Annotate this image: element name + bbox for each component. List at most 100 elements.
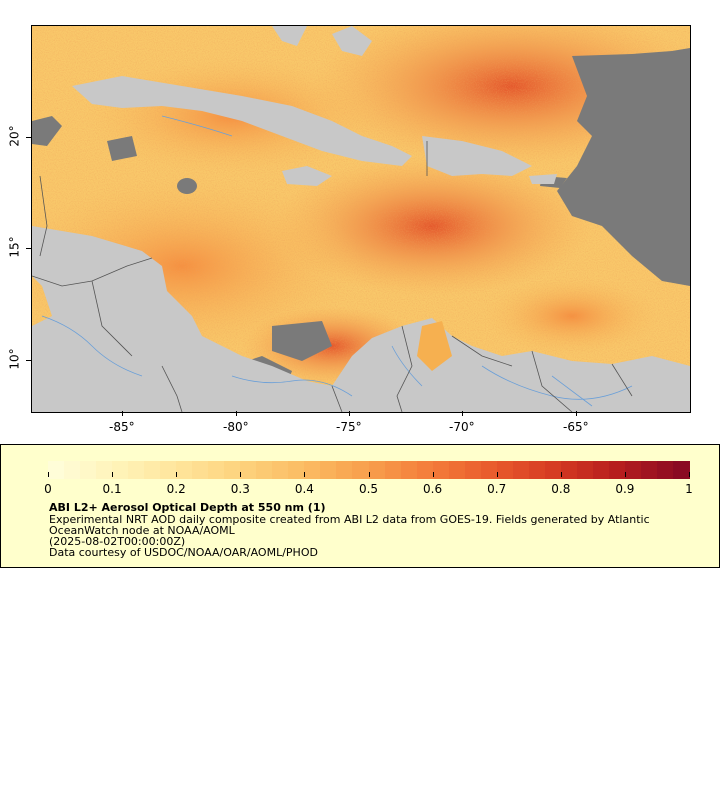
colorbar-cell xyxy=(304,461,322,479)
colorbar-label: 0.5 xyxy=(358,482,379,496)
legend-title: ABI L2+ Aerosol Optical Depth at 550 nm … xyxy=(49,501,326,514)
y-tick-mark-2 xyxy=(26,248,31,249)
colorbar-label: 0.1 xyxy=(102,482,122,496)
colorbar-tick xyxy=(432,472,434,477)
legend-description-line2: OceanWatch node at NOAA/AOML xyxy=(49,524,235,537)
colorbar-label: 0.2 xyxy=(166,482,186,496)
colorbar-cell xyxy=(320,461,338,479)
nodata-nw-2 xyxy=(107,136,137,161)
land-puerto-rico xyxy=(529,174,557,184)
x-tick-mark-2 xyxy=(236,411,237,416)
colorbar-cell xyxy=(384,461,402,479)
colorbar-cell xyxy=(448,461,466,479)
colorbar-tick xyxy=(304,472,306,477)
colorbar-cell xyxy=(464,461,482,479)
colorbar-cell xyxy=(224,461,242,479)
colorbar-tick xyxy=(624,472,626,477)
colorbar-cell xyxy=(144,461,162,479)
colorbar-cell xyxy=(112,461,130,479)
x-tick-label: -65° xyxy=(563,420,589,434)
colorbar-tick xyxy=(496,472,498,477)
colorbar-tick xyxy=(560,472,562,477)
colorbar-cell xyxy=(208,461,226,479)
colorbar-label: 0.8 xyxy=(551,482,571,496)
colorbar-cell xyxy=(192,461,210,479)
nodata-northwest xyxy=(32,116,62,146)
legend-date: (2025-08-02T00:00:00Z) xyxy=(49,535,186,548)
land-florida-tip xyxy=(272,26,307,46)
colorbar-cell xyxy=(576,461,594,479)
colorbar-label: 0.4 xyxy=(294,482,314,496)
colorbar-cell xyxy=(160,461,178,479)
colorbar-tick xyxy=(48,472,49,477)
nodata-northeast xyxy=(557,48,690,286)
x-tick-mark-5 xyxy=(576,411,577,416)
nodata-south-mid xyxy=(272,321,332,361)
colorbar-cell xyxy=(480,461,498,479)
land-lake xyxy=(417,321,452,371)
land-cuba xyxy=(72,76,412,166)
landmasses xyxy=(32,26,690,412)
y-tick-mark-1 xyxy=(26,137,31,138)
colorbar-cell xyxy=(272,461,290,479)
colorbar-tick xyxy=(112,472,114,477)
x-tick-label: -75° xyxy=(336,420,362,434)
colorbar-cell xyxy=(80,461,98,479)
land-hispaniola xyxy=(422,136,532,176)
colorbar-cell xyxy=(352,461,370,479)
colorbar xyxy=(48,461,690,479)
colorbar-cell xyxy=(176,461,194,479)
colorbar-cell xyxy=(624,461,642,479)
legend-credit: Data courtesy of USDOC/NOAA/OAR/AOML/PHO… xyxy=(49,546,318,559)
y-tick-label: 10° xyxy=(7,348,22,370)
x-tick-label: -80° xyxy=(223,420,249,434)
x-tick-mark-4 xyxy=(462,411,463,416)
colorbar-cell xyxy=(64,461,82,479)
x-tick-label: -70° xyxy=(449,420,475,434)
colorbar-cell xyxy=(128,461,146,479)
colorbar-cell xyxy=(368,461,386,479)
aod-map xyxy=(32,26,690,412)
colorbar-tick xyxy=(240,472,242,477)
colorbar-label: 1 xyxy=(685,482,693,496)
legend-panel: ABI L2+ Aerosol Optical Depth at 550 nm … xyxy=(0,444,720,568)
colorbar-tick xyxy=(689,472,690,477)
colorbar-cell xyxy=(640,461,658,479)
colorbar-cell xyxy=(288,461,306,479)
y-tick-label: 15° xyxy=(7,236,22,258)
colorbar-cell xyxy=(512,461,530,479)
colorbar-cell xyxy=(592,461,610,479)
colorbar-cell xyxy=(256,461,274,479)
legend-description-line1: Experimental NRT AOD daily composite cre… xyxy=(49,513,650,526)
colorbar-label: 0.6 xyxy=(423,482,443,496)
colorbar-cell xyxy=(336,461,354,479)
colorbar-cell xyxy=(416,461,434,479)
colorbar-cell xyxy=(240,461,258,479)
nodata-spot xyxy=(177,178,197,194)
colorbar-cell xyxy=(400,461,418,479)
land-bahamas xyxy=(332,26,372,56)
rivers xyxy=(41,115,633,407)
colorbar-tick xyxy=(176,472,178,477)
x-tick-mark-3 xyxy=(349,411,350,416)
land-jamaica xyxy=(282,166,332,186)
x-tick-mark-1 xyxy=(122,411,123,416)
colorbar-label: 0 xyxy=(44,482,52,496)
colorbar-cell xyxy=(48,461,65,479)
colorbar-cell xyxy=(560,461,578,479)
colorbar-cell xyxy=(528,461,546,479)
colorbar-label: 0.7 xyxy=(487,482,507,496)
colorbar-label: 0.3 xyxy=(230,482,250,496)
colorbar-cell xyxy=(432,461,450,479)
country-borders xyxy=(32,141,633,412)
y-tick-label: 20° xyxy=(7,125,22,147)
colorbar-cell xyxy=(608,461,626,479)
colorbar-cell xyxy=(656,461,674,479)
map-panel[interactable] xyxy=(31,25,691,413)
colorbar-tick xyxy=(368,472,370,477)
land-central-america xyxy=(32,226,690,412)
y-tick-mark-3 xyxy=(26,360,31,361)
x-tick-label: -85° xyxy=(109,420,135,434)
colorbar-label: 0.9 xyxy=(615,482,635,496)
colorbar-cell xyxy=(96,461,114,479)
